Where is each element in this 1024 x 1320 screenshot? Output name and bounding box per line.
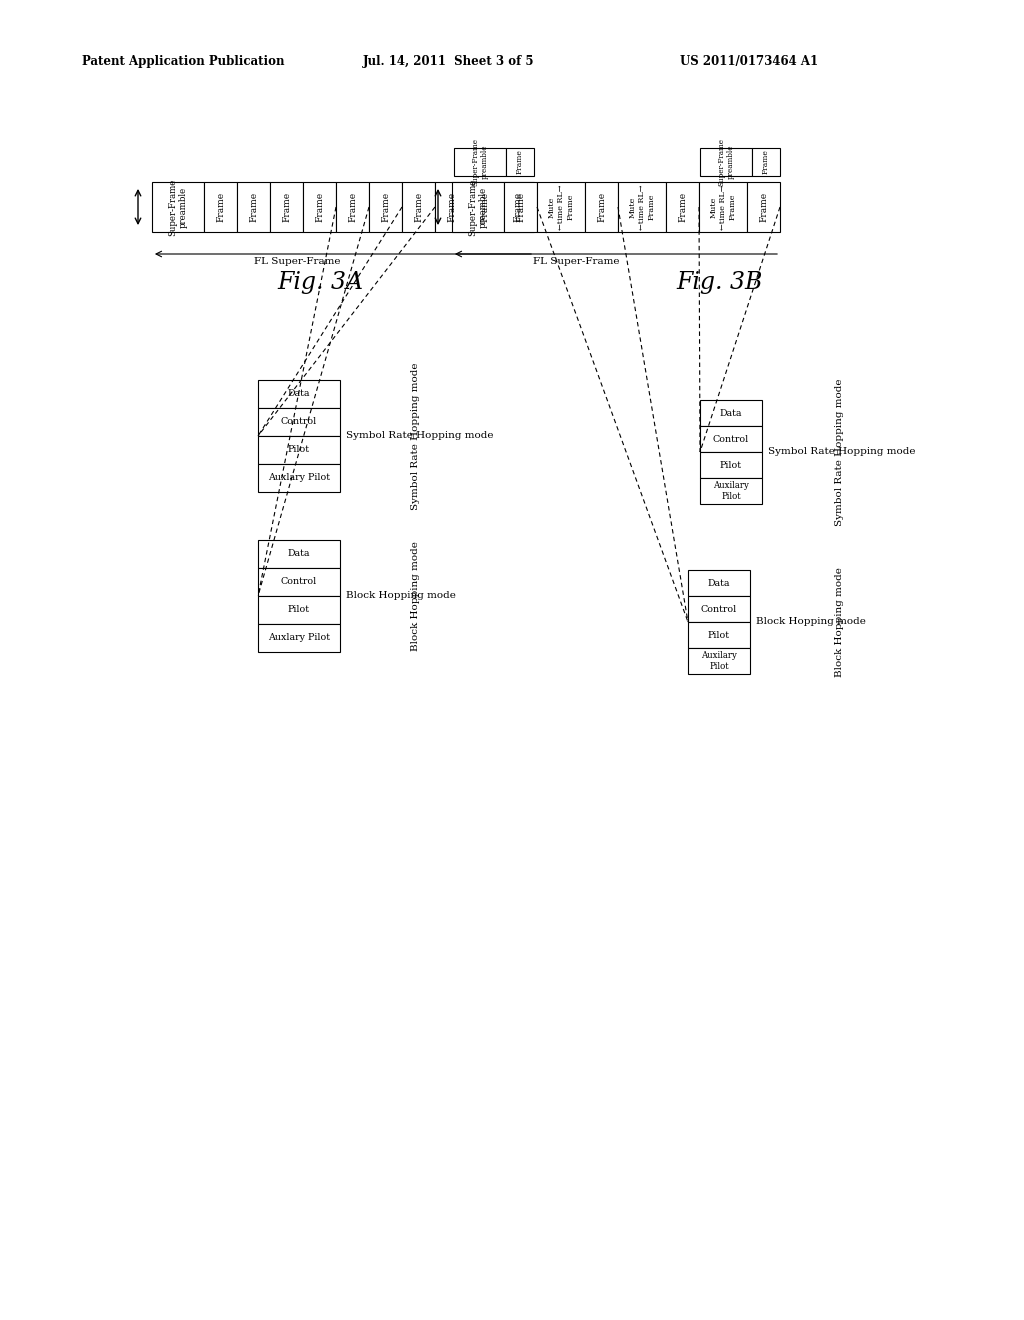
Text: Patent Application Publication: Patent Application Publication: [82, 55, 285, 69]
Bar: [336, 182, 369, 232]
Text: Super-Frame
preamble: Super-Frame preamble: [168, 178, 187, 236]
Text: Data: Data: [288, 549, 310, 558]
Text: Frame: Frame: [348, 191, 357, 222]
Text: Block Hopping mode: Block Hopping mode: [411, 541, 420, 651]
Bar: [700, 426, 762, 451]
Bar: [258, 568, 340, 597]
Text: Pilot: Pilot: [288, 446, 310, 454]
Text: Block Hopping mode: Block Hopping mode: [346, 591, 456, 601]
Text: Super-Frame
preamble: Super-Frame preamble: [468, 178, 487, 236]
Text: Frame: Frame: [762, 149, 770, 174]
Text: Symbol Rate Hopping mode: Symbol Rate Hopping mode: [768, 447, 915, 457]
Bar: [435, 182, 468, 232]
Text: Control: Control: [713, 434, 750, 444]
Text: Pilot: Pilot: [720, 461, 742, 470]
Text: Mute
←time RL→
Frame: Mute ←time RL→ Frame: [629, 185, 655, 230]
Text: FL Super-Frame: FL Super-Frame: [254, 257, 340, 267]
Text: Mute
←time RL→
Frame: Mute ←time RL→ Frame: [710, 185, 736, 230]
Text: Auxlary Pilot: Auxlary Pilot: [268, 634, 330, 643]
Bar: [700, 478, 762, 504]
Bar: [688, 648, 750, 675]
Text: Frame: Frame: [516, 149, 524, 174]
Bar: [666, 182, 699, 232]
Text: Data: Data: [720, 408, 742, 417]
Bar: [537, 182, 585, 232]
Text: Pilot: Pilot: [288, 606, 310, 615]
Bar: [468, 182, 501, 232]
Bar: [270, 182, 303, 232]
Bar: [752, 148, 780, 176]
Bar: [700, 400, 762, 426]
Text: Symbol Rate Hopping mode: Symbol Rate Hopping mode: [346, 432, 494, 441]
Text: Frame: Frame: [381, 191, 390, 222]
Bar: [258, 436, 340, 465]
Text: Block Hopping mode: Block Hopping mode: [756, 618, 866, 627]
Bar: [258, 624, 340, 652]
Text: Super-Frame
preamble: Super-Frame preamble: [471, 139, 488, 186]
Text: Super-Frame
preamble: Super-Frame preamble: [718, 139, 734, 186]
Bar: [506, 148, 534, 176]
Bar: [585, 182, 618, 232]
Bar: [504, 182, 537, 232]
Text: Frame: Frame: [597, 191, 606, 222]
Bar: [237, 182, 270, 232]
Bar: [452, 182, 504, 232]
Bar: [204, 182, 237, 232]
Text: Frame: Frame: [282, 191, 291, 222]
Text: Frame: Frame: [447, 191, 456, 222]
Bar: [303, 182, 336, 232]
Text: Auxilary
Pilot: Auxilary Pilot: [713, 482, 749, 500]
Text: Frame: Frame: [513, 191, 522, 222]
Text: Pilot: Pilot: [708, 631, 730, 639]
Text: Mute
←time RL→
Frame: Mute ←time RL→ Frame: [548, 185, 574, 230]
Text: Auxilary
Pilot: Auxilary Pilot: [701, 651, 737, 671]
Bar: [258, 540, 340, 568]
Text: Data: Data: [708, 578, 730, 587]
Bar: [700, 451, 762, 478]
Text: Symbol Rate Hopping mode: Symbol Rate Hopping mode: [836, 379, 845, 525]
Text: US 2011/0173464 A1: US 2011/0173464 A1: [680, 55, 818, 69]
Bar: [746, 182, 780, 232]
Text: Fig. 3A: Fig. 3A: [278, 271, 362, 293]
Text: Frame: Frame: [759, 191, 768, 222]
Bar: [402, 182, 435, 232]
Text: Control: Control: [281, 578, 317, 586]
Bar: [699, 182, 746, 232]
Text: Jul. 14, 2011  Sheet 3 of 5: Jul. 14, 2011 Sheet 3 of 5: [362, 55, 535, 69]
Bar: [258, 597, 340, 624]
Text: Frame: Frame: [480, 191, 489, 222]
Text: Frame: Frame: [216, 191, 225, 222]
Bar: [618, 182, 666, 232]
Text: Frame: Frame: [678, 191, 687, 222]
Text: Fig. 3B: Fig. 3B: [677, 271, 763, 293]
Bar: [454, 148, 506, 176]
Bar: [152, 182, 204, 232]
Text: Symbol Rate Hopping mode: Symbol Rate Hopping mode: [411, 362, 420, 510]
Bar: [688, 597, 750, 622]
Bar: [700, 148, 752, 176]
Text: Control: Control: [281, 417, 317, 426]
Text: Block Hopping mode: Block Hopping mode: [836, 568, 845, 677]
Text: Frame: Frame: [414, 191, 423, 222]
Text: FL Super-Frame: FL Super-Frame: [534, 257, 620, 267]
Bar: [258, 380, 340, 408]
Bar: [369, 182, 402, 232]
Text: Frame: Frame: [516, 191, 525, 222]
Bar: [258, 465, 340, 492]
Text: Frame: Frame: [315, 191, 324, 222]
Text: Control: Control: [700, 605, 737, 614]
Text: Frame: Frame: [249, 191, 258, 222]
Bar: [688, 570, 750, 597]
Bar: [501, 182, 534, 232]
Bar: [258, 408, 340, 436]
Bar: [688, 622, 750, 648]
Text: Data: Data: [288, 389, 310, 399]
Text: Auxlary Pilot: Auxlary Pilot: [268, 474, 330, 483]
